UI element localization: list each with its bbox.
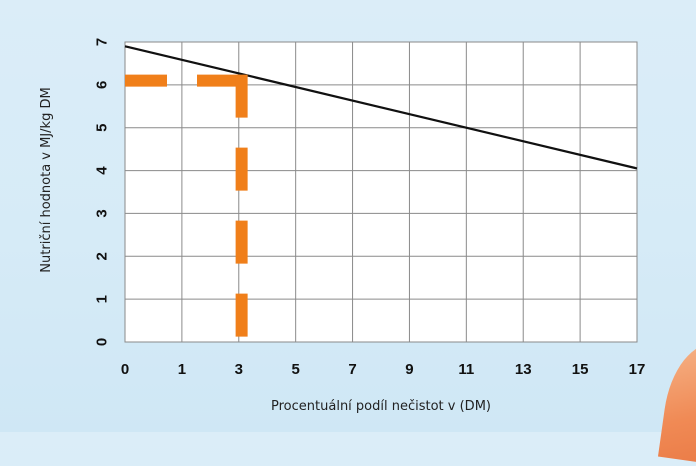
x-tick-label: 11	[458, 361, 474, 378]
x-axis-title: Procentuální podíl nečistot v (DM)	[271, 399, 491, 414]
x-tick-label: 7	[348, 361, 356, 378]
guide-group	[125, 74, 248, 342]
y-tick-label: 1	[94, 295, 111, 303]
x-tick-label: 3	[235, 361, 243, 378]
y-tick-labels: 0 1 2 3 4 5 6 7	[94, 38, 111, 346]
grid-lines	[124, 41, 638, 343]
y-tick-label: 7	[94, 38, 111, 46]
y-tick-label: 2	[94, 252, 111, 260]
y-tick-label: 6	[94, 81, 111, 89]
series-line	[124, 45, 638, 170]
y-tick-label: 4	[94, 166, 111, 175]
x-tick-label: 5	[291, 361, 299, 378]
y-axis-title: Nutriční hodnota v MJ/kg DM	[39, 87, 54, 272]
x-tick-label: 15	[572, 361, 589, 378]
x-tick-labels: 0 1 3 5 7 9 11 13 15 17	[121, 361, 646, 378]
series-group	[124, 45, 638, 170]
x-tick-label: 17	[629, 361, 646, 378]
y-tick-label: 5	[94, 124, 111, 132]
plot-area	[124, 41, 638, 343]
y-tick-label: 0	[94, 338, 111, 346]
x-tick-label: 1	[178, 361, 186, 378]
x-tick-label: 0	[121, 361, 129, 378]
x-tick-label: 13	[515, 361, 532, 378]
y-tick-label: 3	[94, 209, 111, 217]
x-tick-label: 9	[405, 361, 413, 378]
